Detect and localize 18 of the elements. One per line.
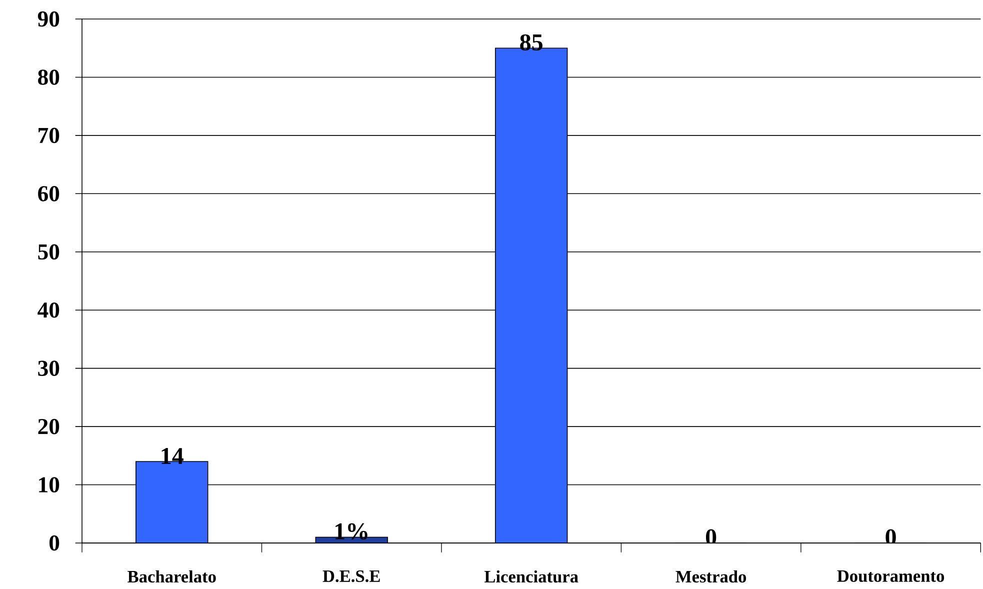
y-tick-label: 50: [38, 244, 60, 260]
y-tick-label: 0: [49, 535, 60, 551]
y-tick-label: 60: [38, 186, 60, 202]
x-tick-label: Doutoramento: [837, 570, 944, 582]
data-label: 14: [162, 448, 184, 464]
x-tick-label: Bacharelato: [128, 570, 216, 583]
x-tick-label: Licenciatura: [484, 570, 578, 583]
y-tick-label: 10: [39, 477, 60, 492]
y-tick-label: 30: [38, 360, 60, 376]
y-tick-label: 80: [38, 70, 60, 85]
y-tick-label: 70: [38, 128, 60, 144]
x-tick-label: Mestrado: [676, 570, 746, 583]
data-label: 1%: [336, 523, 368, 540]
y-tick-label: 40: [38, 302, 60, 318]
y-tick-label: 90: [38, 11, 60, 27]
data-label: 85: [520, 34, 542, 51]
x-tick-label: D.E.S.E: [322, 570, 380, 582]
y-tick-label: 20: [38, 418, 60, 434]
